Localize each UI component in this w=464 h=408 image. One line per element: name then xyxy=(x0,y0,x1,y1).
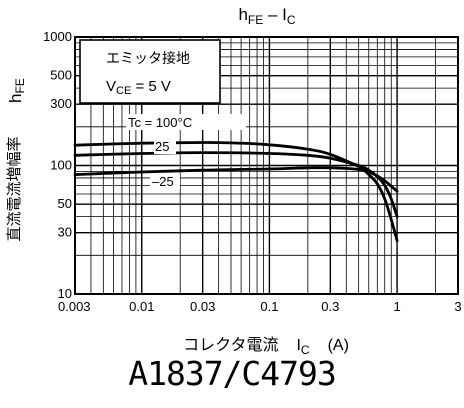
y-tick-label-3: 100 xyxy=(50,158,72,173)
title-sub1: FE xyxy=(248,13,263,27)
y-tick-label-4: 300 xyxy=(50,96,72,111)
x-tick-label-0: 0.003 xyxy=(58,299,91,314)
title-dash: – I xyxy=(263,5,287,24)
series-label-bg-100 xyxy=(126,114,246,130)
series-labels: Tc = 100°C 25 –25 xyxy=(126,114,246,189)
condition-sub: CE xyxy=(116,85,131,97)
condition-box: エミッタ接地 VCE = 5 V xyxy=(79,39,221,104)
x-tick-label-4: 0.3 xyxy=(321,299,339,314)
y-axis-symbol-sub: FE xyxy=(13,78,27,93)
y-tick-label-0: 10 xyxy=(58,286,72,301)
x-tick-label-2: 0.03 xyxy=(190,299,215,314)
series-line-2 xyxy=(73,166,399,193)
y-tick-labels: 10 30 50 100 300 500 1000 xyxy=(43,29,72,301)
y-tick-label-5: 500 xyxy=(50,68,72,83)
y-tick-label-6: 1000 xyxy=(43,29,72,44)
x-tick-labels: 0.003 0.01 0.03 0.1 0.3 1 3 xyxy=(58,299,462,314)
series-label-bg-25 xyxy=(154,139,176,154)
series-label-100: Tc = 100°C xyxy=(128,115,192,130)
condition-vce: VCE = 5 V xyxy=(106,78,171,97)
x-tick-label-5: 1 xyxy=(393,299,400,314)
title-main: h xyxy=(238,5,247,24)
y-tick-label-2: 50 xyxy=(58,196,72,211)
x-axis-label: コレクタ電流 IC (A) xyxy=(183,336,349,357)
series-line-0 xyxy=(73,141,399,243)
series-line-1 xyxy=(73,151,399,218)
x-tick-label-3: 0.1 xyxy=(260,299,278,314)
x-axis-symbol: I xyxy=(296,337,300,354)
y-axis-symbol: hFE xyxy=(6,78,27,103)
chart-title: hFE – IC xyxy=(238,5,295,27)
condition-title: エミッタ接地 xyxy=(106,50,190,66)
y-axis-label-jp: 直流電流増幅率 xyxy=(6,136,23,241)
condition-value: = 5 V xyxy=(131,78,171,95)
x-tick-label-1: 0.01 xyxy=(129,299,154,314)
x-axis-unit: (A) xyxy=(328,337,349,354)
series-lines xyxy=(73,141,399,243)
title-sub2: C xyxy=(287,13,296,27)
x-tick-label-6: 3 xyxy=(454,299,461,314)
part-number: A1837/C4793 xyxy=(128,354,337,393)
x-axis-label-jp: コレクタ電流 xyxy=(183,336,278,354)
condition-sym: V xyxy=(106,78,116,95)
series-label-m25: –25 xyxy=(152,174,174,189)
series-label-25: 25 xyxy=(155,139,169,154)
y-tick-label-1: 30 xyxy=(58,225,72,240)
x-axis-symbol-sub: C xyxy=(301,343,310,357)
series-label-bg-m25 xyxy=(150,174,180,189)
plot-frame xyxy=(74,36,459,295)
y-axis-symbol-main: h xyxy=(6,94,25,103)
condition-box-frame xyxy=(79,39,221,104)
